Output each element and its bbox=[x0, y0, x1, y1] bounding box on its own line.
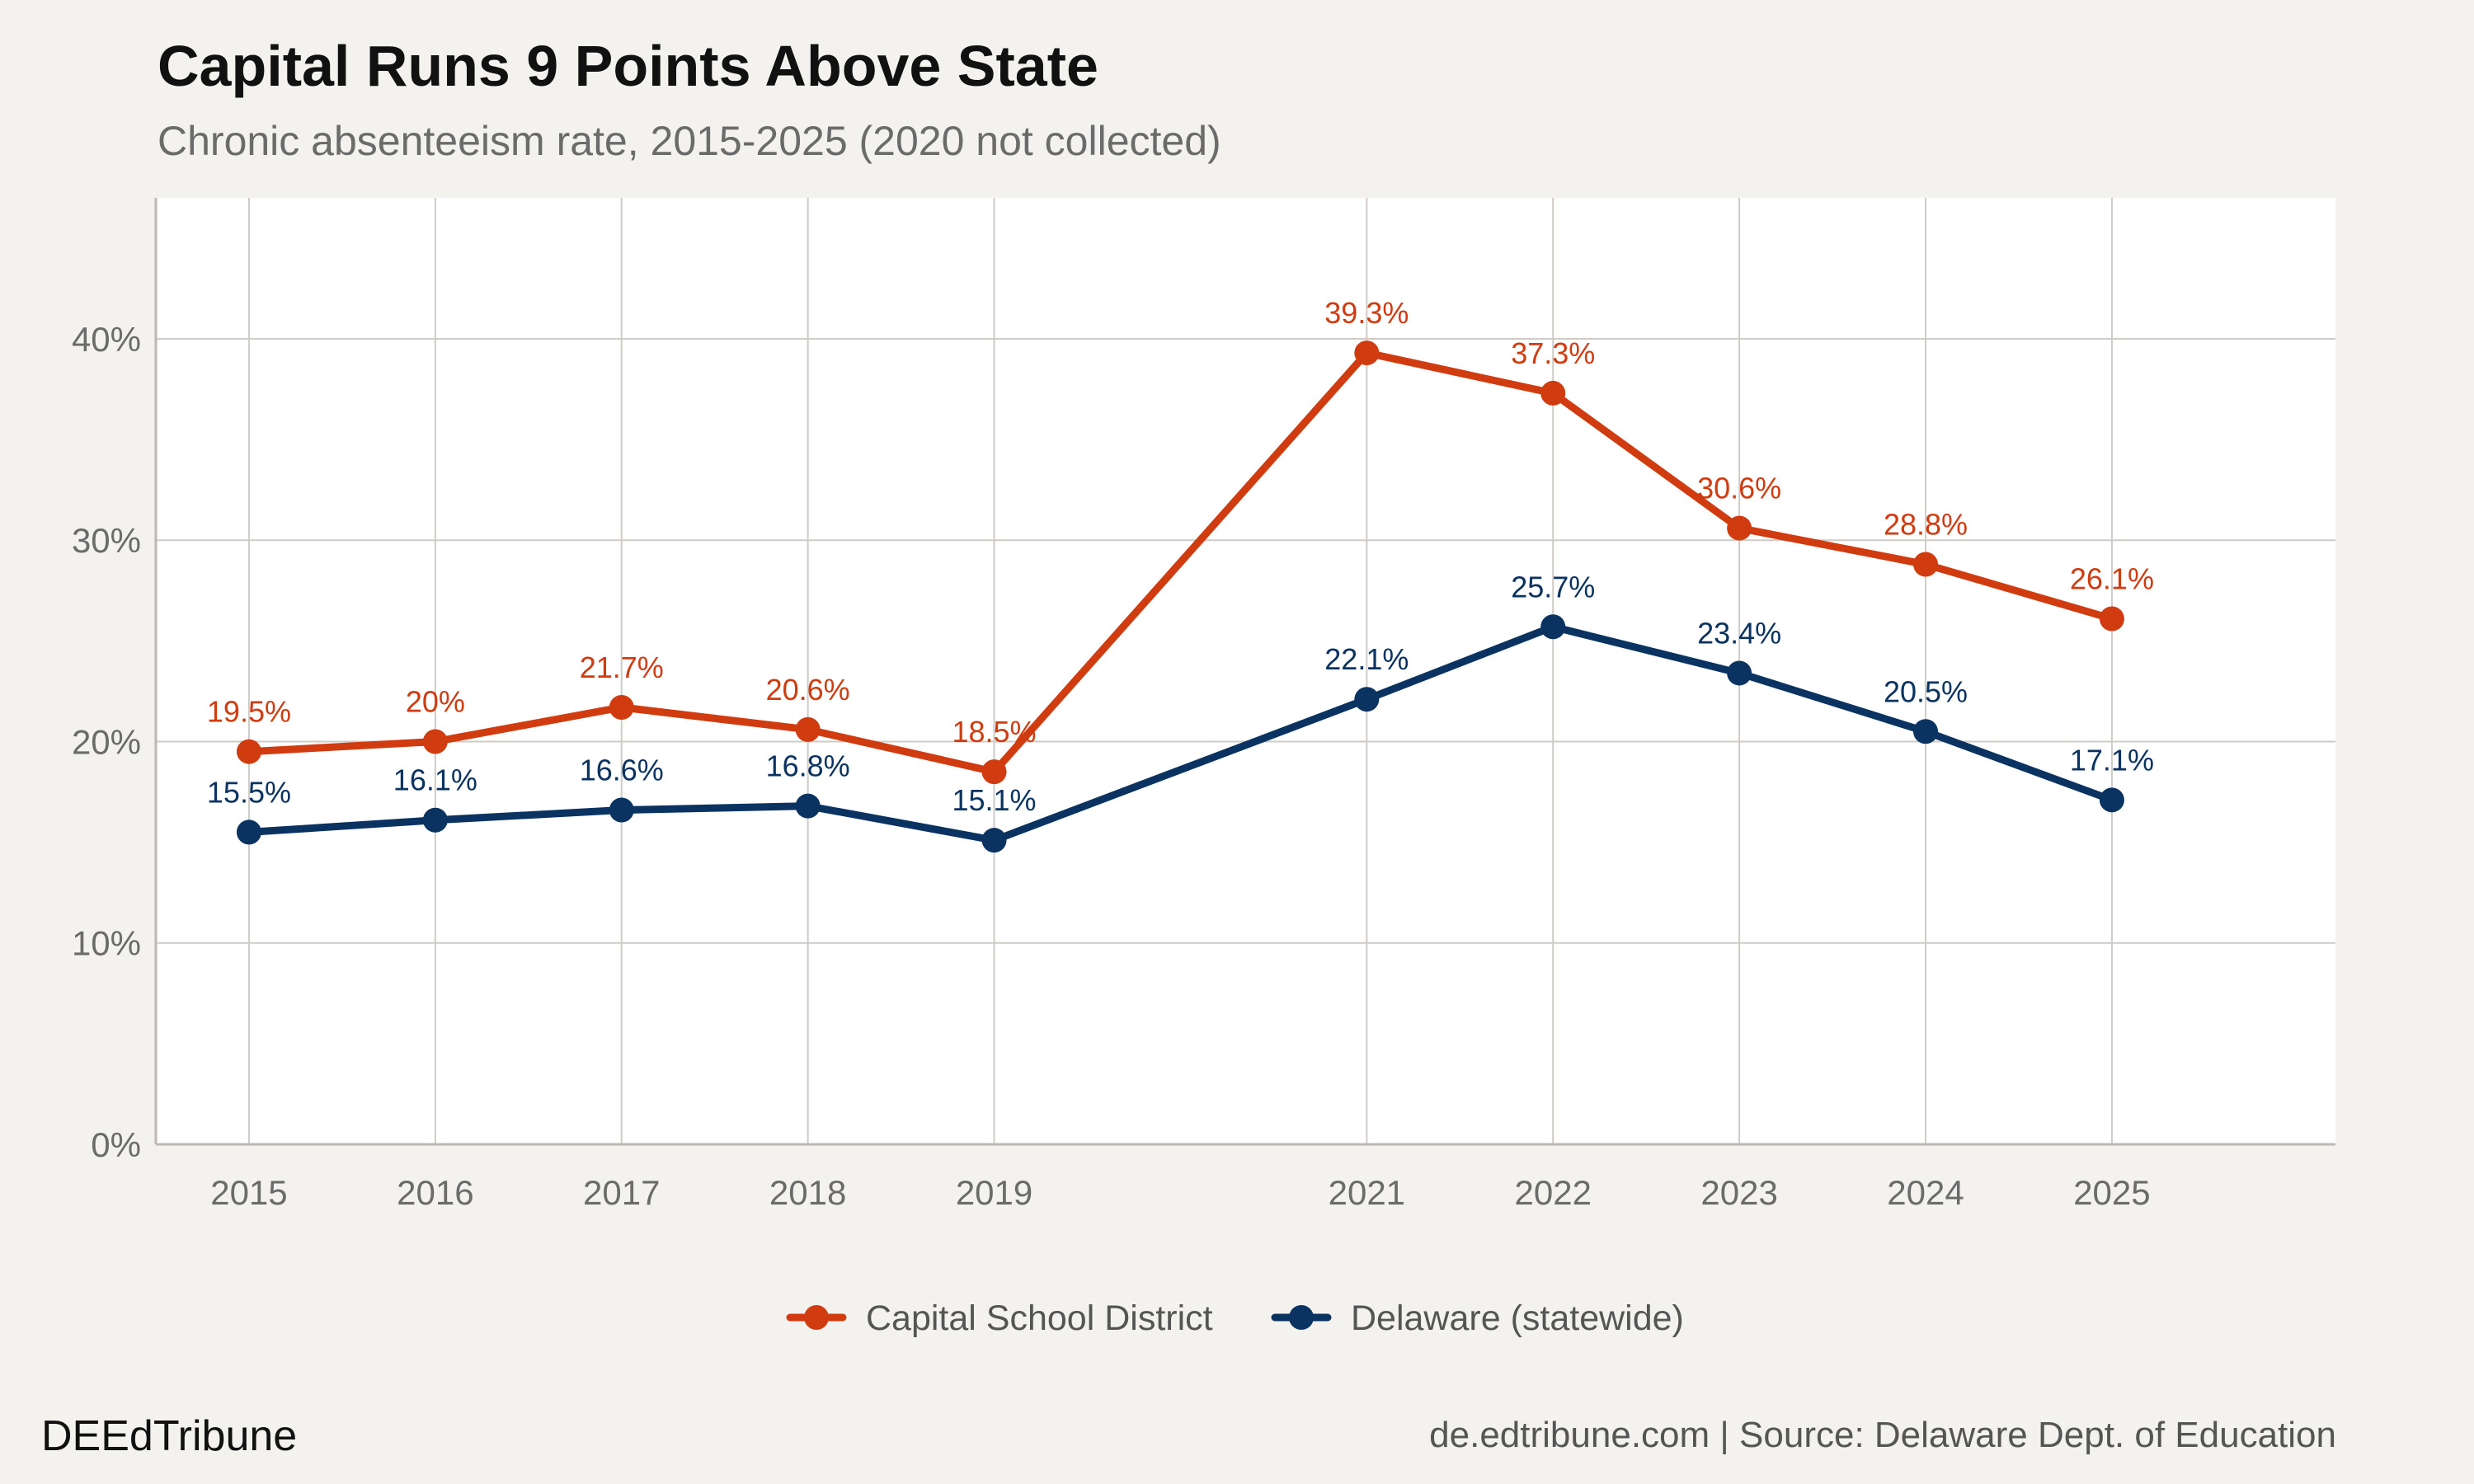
legend-label-capital: Capital School District bbox=[866, 1298, 1213, 1338]
data-point-delaware bbox=[1727, 660, 1752, 686]
x-tick-label: 2021 bbox=[1329, 1173, 1405, 1212]
data-point-delaware bbox=[609, 797, 634, 823]
data-label-delaware: 15.1% bbox=[952, 783, 1036, 817]
data-point-delaware bbox=[1540, 614, 1566, 640]
data-label-delaware: 25.7% bbox=[1511, 570, 1595, 603]
data-point-delaware bbox=[981, 828, 1007, 853]
data-label-delaware: 16.1% bbox=[393, 763, 477, 797]
y-tick-label: 30% bbox=[72, 521, 141, 560]
data-label-delaware: 22.1% bbox=[1324, 642, 1409, 676]
data-point-capital bbox=[236, 739, 261, 764]
data-label-delaware: 16.6% bbox=[580, 754, 664, 787]
legend-label-delaware: Delaware (statewide) bbox=[1351, 1298, 1684, 1338]
x-tick-label: 2017 bbox=[583, 1173, 660, 1212]
data-point-capital bbox=[1913, 552, 1939, 577]
legend-key-marker-delaware bbox=[1289, 1305, 1314, 1330]
data-point-capital bbox=[1540, 380, 1566, 406]
x-tick-label: 2019 bbox=[956, 1173, 1032, 1212]
data-label-capital: 20.6% bbox=[766, 673, 850, 707]
data-point-capital bbox=[1727, 515, 1752, 541]
data-label-capital: 21.7% bbox=[580, 650, 664, 684]
x-tick-label: 2016 bbox=[397, 1173, 473, 1212]
data-label-delaware: 23.4% bbox=[1697, 616, 1781, 650]
y-tick-label: 20% bbox=[72, 722, 141, 761]
data-label-capital: 20% bbox=[406, 684, 465, 718]
plot-panel bbox=[156, 198, 2335, 1144]
series-line-capital bbox=[245, 349, 2116, 776]
data-label-capital: 19.5% bbox=[207, 695, 291, 729]
data-point-delaware bbox=[2099, 787, 2124, 813]
data-label-capital: 37.3% bbox=[1511, 336, 1595, 370]
x-tick-label: 2025 bbox=[2073, 1173, 2150, 1212]
legend-key-marker-capital bbox=[804, 1305, 829, 1330]
chart-title: Capital Runs 9 Points Above State bbox=[158, 34, 1098, 98]
x-tick-label: 2023 bbox=[1700, 1173, 1777, 1212]
y-tick-label: 40% bbox=[72, 320, 141, 359]
y-tick-label: 0% bbox=[91, 1125, 141, 1164]
data-point-capital bbox=[1354, 340, 1380, 366]
data-point-capital bbox=[422, 729, 448, 754]
x-tick-label: 2018 bbox=[769, 1173, 846, 1212]
y-tick-label: 10% bbox=[72, 924, 141, 963]
series-line-delaware bbox=[245, 622, 2116, 844]
data-point-capital bbox=[2099, 606, 2124, 632]
x-tick-label: 2022 bbox=[1515, 1173, 1592, 1212]
data-label-delaware: 16.8% bbox=[766, 749, 850, 783]
data-label-delaware: 20.5% bbox=[1884, 674, 1968, 708]
data-point-delaware bbox=[795, 793, 821, 819]
data-label-capital: 39.3% bbox=[1324, 296, 1409, 330]
data-label-delaware: 17.1% bbox=[2070, 743, 2154, 777]
data-label-capital: 28.8% bbox=[1884, 508, 1968, 542]
data-label-capital: 30.6% bbox=[1697, 472, 1781, 505]
data-point-capital bbox=[795, 716, 821, 742]
x-tick-label: 2024 bbox=[1887, 1173, 1964, 1212]
data-label-delaware: 15.5% bbox=[207, 775, 291, 809]
chart-subtitle: Chronic absenteeism rate, 2015-2025 (202… bbox=[158, 118, 1221, 164]
data-label-capital: 18.5% bbox=[952, 715, 1036, 749]
data-point-delaware bbox=[1913, 719, 1939, 744]
data-point-capital bbox=[609, 694, 634, 720]
data-point-delaware bbox=[422, 807, 448, 833]
data-point-capital bbox=[981, 759, 1007, 785]
data-label-capital: 26.1% bbox=[2070, 561, 2154, 595]
x-tick-label: 2015 bbox=[210, 1173, 287, 1212]
brand-name: DEEdTribune bbox=[41, 1412, 298, 1460]
source-note: de.edtribune.com | Source: Delaware Dept… bbox=[1429, 1415, 2336, 1455]
data-point-delaware bbox=[236, 819, 261, 845]
data-point-delaware bbox=[1354, 687, 1380, 712]
